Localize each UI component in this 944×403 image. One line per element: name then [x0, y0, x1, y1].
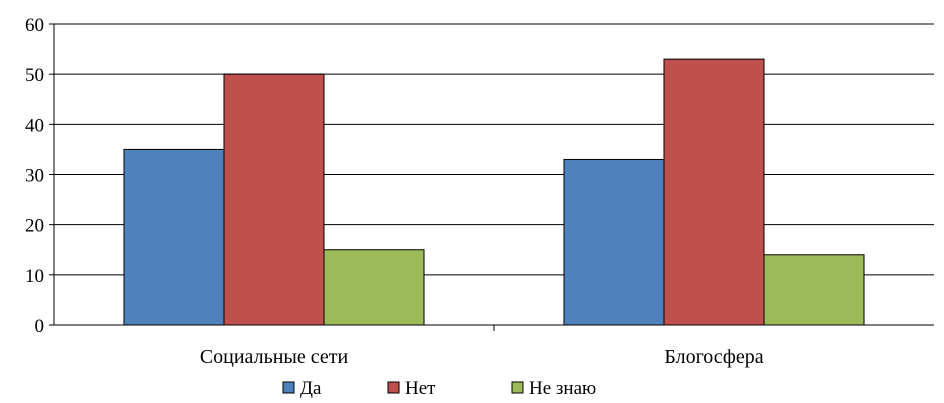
legend: Да Нет Не знаю — [282, 378, 596, 399]
x-category-label: Блогосфера — [664, 346, 763, 368]
y-axis-ticks: 0 10 20 30 40 50 60 — [25, 15, 54, 337]
y-tick-label: 60 — [25, 15, 44, 36]
legend-label: Нет — [405, 378, 436, 399]
bar-3-1 — [323, 249, 425, 326]
y-tick-label: 40 — [25, 115, 44, 136]
legend-swatch — [282, 381, 295, 394]
legend-label: Да — [300, 378, 322, 399]
y-tick-label: 10 — [25, 266, 44, 287]
y-tick-label: 20 — [25, 216, 44, 237]
bar-2-1 — [223, 73, 325, 326]
bars — [123, 58, 865, 326]
x-axis-categories: Социальные сети Блогосфера — [200, 325, 764, 368]
legend-swatch — [387, 381, 400, 394]
bar-1-2 — [563, 158, 665, 326]
bar-2-2 — [663, 58, 765, 326]
x-category-label: Социальные сети — [200, 346, 349, 368]
y-tick-label: 30 — [25, 166, 44, 187]
legend-label: Не знаю — [529, 378, 596, 399]
bar-1-1 — [123, 148, 225, 326]
legend-swatch — [511, 381, 524, 394]
bar-3-2 — [763, 254, 865, 326]
y-tick-label: 50 — [25, 65, 44, 86]
y-tick-label: 0 — [35, 316, 45, 337]
